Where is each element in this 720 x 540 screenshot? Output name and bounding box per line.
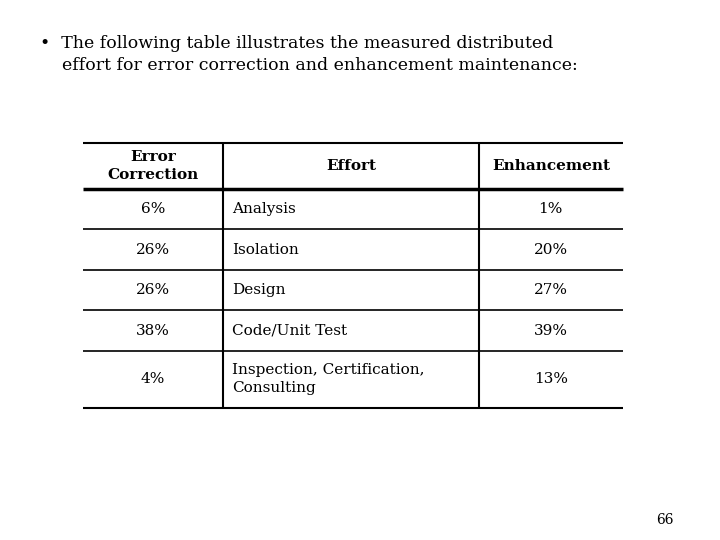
Text: 66: 66 <box>656 512 673 526</box>
Text: 13%: 13% <box>534 373 568 386</box>
Text: Isolation: Isolation <box>232 243 299 256</box>
Text: 26%: 26% <box>136 243 170 256</box>
Text: 39%: 39% <box>534 324 568 338</box>
Text: Analysis: Analysis <box>232 202 296 216</box>
Text: Enhancement: Enhancement <box>492 159 610 173</box>
Text: 20%: 20% <box>534 243 568 256</box>
Text: Code/Unit Test: Code/Unit Test <box>232 324 347 338</box>
Text: Design: Design <box>232 284 285 297</box>
Text: Effort: Effort <box>326 159 376 173</box>
Text: •  The following table illustrates the measured distributed: • The following table illustrates the me… <box>40 35 553 52</box>
Text: effort for error correction and enhancement maintenance:: effort for error correction and enhancem… <box>40 57 577 73</box>
Text: 4%: 4% <box>141 373 165 386</box>
Text: 38%: 38% <box>136 324 170 338</box>
Text: 1%: 1% <box>539 202 563 216</box>
Text: Error
Correction: Error Correction <box>107 150 199 182</box>
Text: 27%: 27% <box>534 284 568 297</box>
Text: 26%: 26% <box>136 284 170 297</box>
Text: 6%: 6% <box>141 202 165 216</box>
Text: Inspection, Certification,
Consulting: Inspection, Certification, Consulting <box>232 363 424 395</box>
